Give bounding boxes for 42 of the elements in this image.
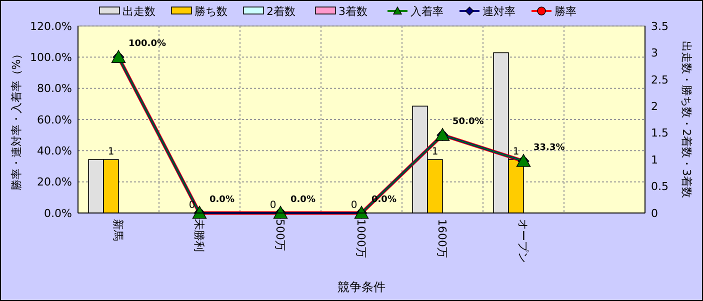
legend-label: 2着数 xyxy=(266,4,296,18)
legend-label: 入着率 xyxy=(410,4,444,18)
data-label: 0 xyxy=(270,200,276,211)
y-tick-label: 120.0% xyxy=(30,20,72,33)
x-tick-label: 1600万 xyxy=(436,219,449,258)
y2-tick-label: 2 xyxy=(651,100,658,113)
x-tick-label: オープン xyxy=(516,219,530,263)
data-label: 0 xyxy=(188,200,196,211)
y-axis-title: 勝率・連対率・入着率（%） xyxy=(10,48,23,191)
legend-label: 勝ち数 xyxy=(194,4,228,18)
legend-label: 連対率 xyxy=(482,4,516,18)
y2-tick-label: 3 xyxy=(651,46,658,60)
x-tick-label: 1000万 xyxy=(354,219,368,258)
y-tick-label: 100.0% xyxy=(30,51,72,64)
data-label: 33.3% xyxy=(534,143,565,154)
y2-tick-label: 1.5 xyxy=(651,126,668,140)
x-axis-title: 競争条件 xyxy=(338,280,386,294)
y-tick-label: 20.0% xyxy=(37,176,72,189)
data-label: 0.0% xyxy=(210,195,234,205)
data-label: 0 xyxy=(350,200,358,211)
legend-label: 出走数 xyxy=(122,4,156,18)
y-tick-label: 60.0% xyxy=(37,113,72,126)
x-tick-label: 500万 xyxy=(274,219,287,251)
data-label: 1 xyxy=(108,146,114,158)
data-label: 1 xyxy=(512,146,520,158)
x-tick-label: 新馬 xyxy=(112,219,125,241)
y-tick-label: 40.0% xyxy=(37,144,72,158)
legend-label: 勝率 xyxy=(554,4,576,18)
y2-axis-title: 出走数・勝ち数・2着数・3着数 xyxy=(680,41,694,198)
y2-tick-label: 0 xyxy=(651,206,658,220)
data-label: 50.0% xyxy=(452,117,484,128)
x-tick-label: 未勝利 xyxy=(192,219,206,252)
data-label: 100.0% xyxy=(128,39,166,50)
data-label: 0.0% xyxy=(290,195,316,205)
y-tick-label: 80.0% xyxy=(37,82,72,96)
y2-tick-label: 1 xyxy=(651,153,658,166)
legend-label: 3着数 xyxy=(338,4,368,18)
y2-tick-label: 2.5 xyxy=(651,73,668,86)
data-label: 1 xyxy=(432,146,438,158)
y2-tick-label: 3.5 xyxy=(651,20,668,33)
y2-tick-label: 0.5 xyxy=(651,180,668,194)
y-tick-label: 0.0% xyxy=(44,206,72,220)
